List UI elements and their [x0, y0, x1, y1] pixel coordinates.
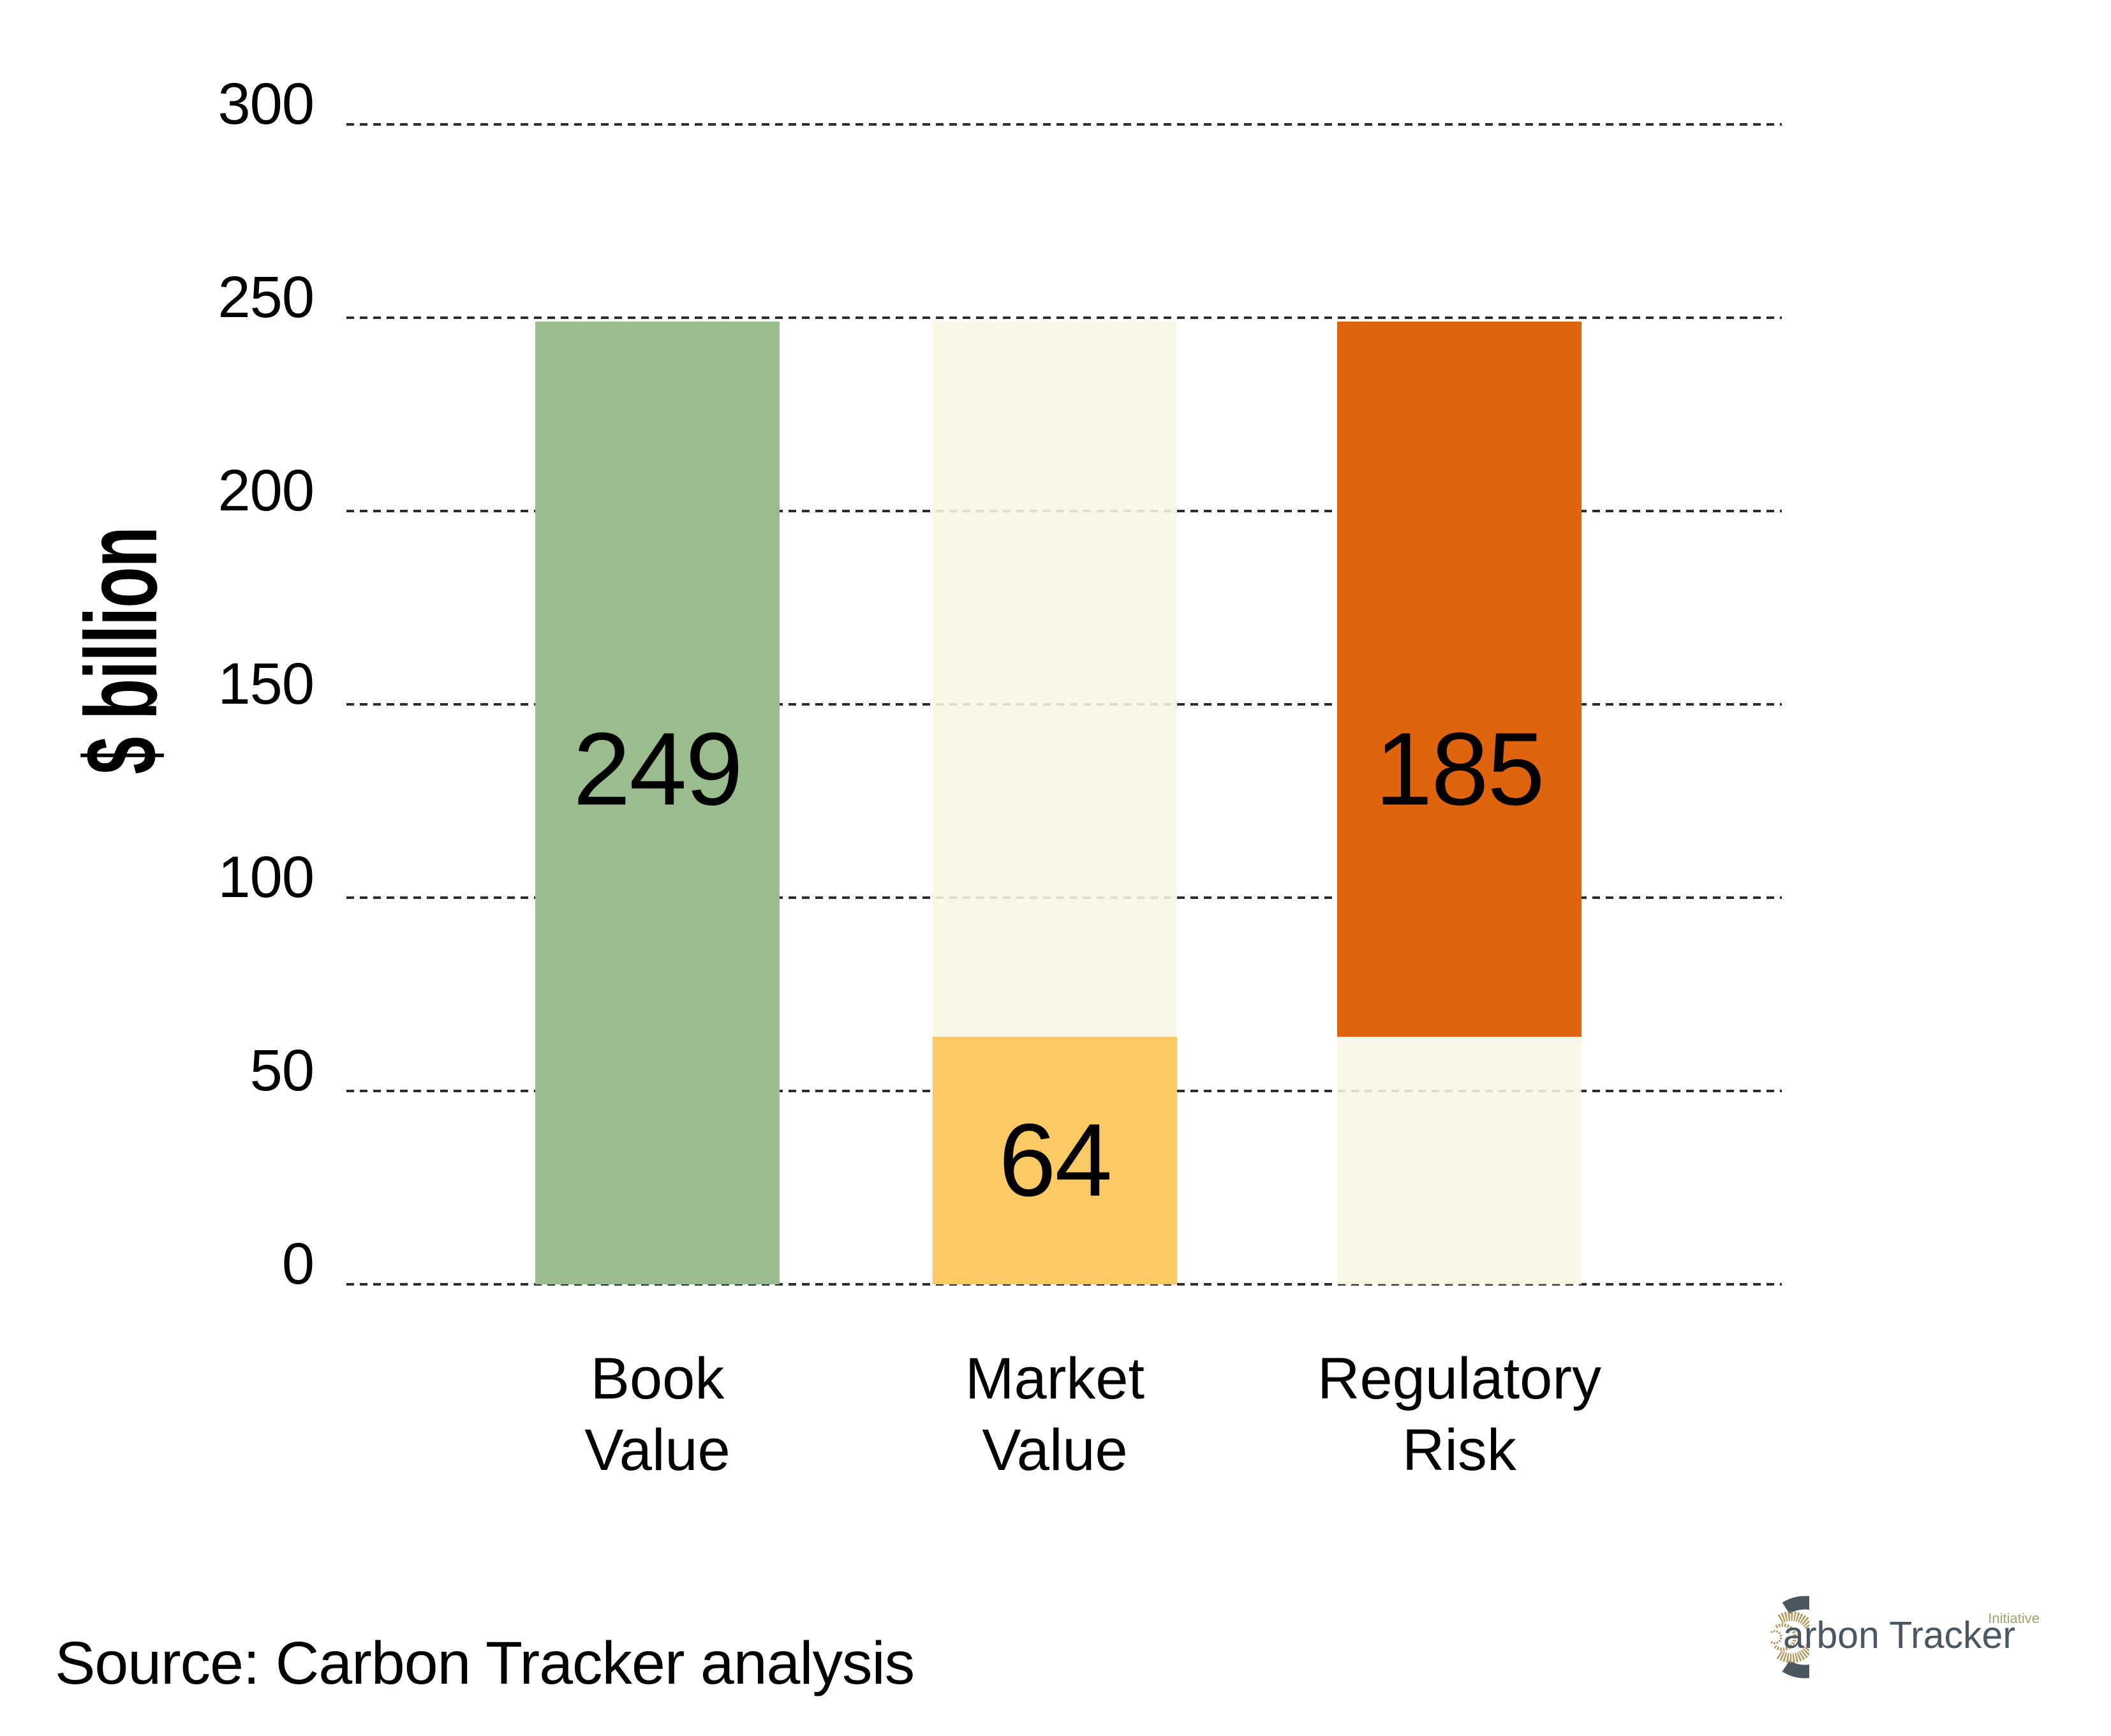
gridline-300: [346, 123, 1782, 126]
bar-market-value-segment-1: [933, 1037, 1177, 1284]
logo-wordmark: arbon Tracker: [1783, 1614, 2015, 1656]
y-tick-label-300: 300: [218, 71, 315, 137]
bar-market-value-segment-0: [933, 322, 1177, 1037]
y-tick-label-200: 200: [218, 458, 315, 523]
x-category-label-book-value: Book Value: [584, 1346, 730, 1483]
bar-regulatory-risk-value-label: 185: [1375, 711, 1544, 827]
carbon-tracker-logo-mark: [1770, 1596, 1809, 1679]
bar-book-value-value-label: 249: [573, 711, 743, 827]
y-tick-label-250: 250: [218, 265, 315, 330]
x-category-label-regulatory-risk: Regulatory Risk: [1317, 1346, 1601, 1483]
y-tick-label-100: 100: [218, 845, 315, 910]
y-tick-label-50: 50: [249, 1038, 315, 1103]
bar-regulatory-risk-segment-0: [1337, 322, 1581, 1037]
source-caption: Source: Carbon Tracker analysis: [55, 1629, 915, 1697]
y-tick-label-150: 150: [218, 651, 315, 716]
y-tick-label-0: 0: [281, 1231, 315, 1296]
gridline-0: [346, 1283, 1782, 1286]
y-axis-title: $ billion: [64, 527, 178, 775]
carbon-tracker-logo: arbon Tracker Initiative: [1725, 1594, 2050, 1696]
x-category-label-market-value: Market Value: [965, 1346, 1145, 1483]
bar-regulatory-risk-segment-1: [1337, 1037, 1581, 1284]
gridline-250: [346, 316, 1782, 319]
bar-market-value-value-label: 64: [998, 1102, 1112, 1219]
logo-initiative-label: Initiative: [1988, 1610, 2040, 1626]
bar-book-value-segment-0: [535, 322, 780, 1284]
